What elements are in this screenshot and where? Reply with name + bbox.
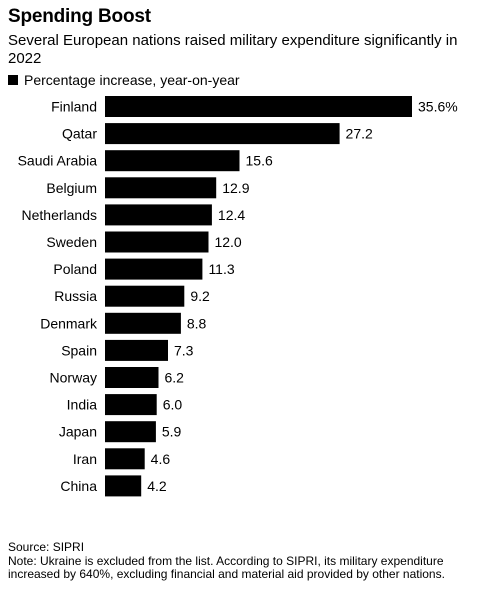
category-label-poland: Poland [53, 261, 97, 277]
category-label-japan: Japan [59, 424, 97, 440]
bar-iran [105, 448, 145, 470]
category-label-netherlands: Netherlands [22, 207, 98, 223]
category-label-spain: Spain [61, 342, 97, 358]
bar-netherlands [105, 204, 212, 226]
source-note: Source: SIPRI [8, 540, 85, 554]
value-label-china: 4.2 [147, 478, 167, 494]
bar-norway [105, 367, 159, 388]
bar-finland [105, 96, 412, 117]
category-label-saudi-arabia: Saudi Arabia [18, 153, 98, 169]
bar-japan [105, 421, 156, 443]
category-label-finland: Finland [51, 99, 97, 115]
category-label-russia: Russia [54, 288, 97, 304]
value-label-saudi-arabia: 15.6 [246, 153, 273, 169]
value-label-qatar: 27.2 [346, 126, 373, 142]
bar-saudi-arabia [105, 150, 240, 172]
category-label-belgium: Belgium [46, 180, 97, 196]
category-label-qatar: Qatar [62, 126, 97, 142]
bar-belgium [105, 177, 217, 199]
value-label-india: 6.0 [163, 397, 183, 413]
category-label-iran: Iran [73, 451, 97, 467]
bar-china [105, 475, 142, 497]
footnote: Note: Ukraine is excluded from the list.… [8, 553, 445, 581]
value-label-finland: 35.6% [418, 99, 458, 115]
value-label-spain: 7.3 [174, 342, 194, 358]
value-label-iran: 4.6 [151, 451, 171, 467]
bar-chart: Finland 35.6% Qatar 27.2 Saudi Arabia 15.6 Bel… [18, 96, 458, 497]
chart-subtitle: Several European nations raised military… [8, 32, 458, 67]
bar-russia [105, 285, 185, 307]
value-label-poland: 11.3 [208, 261, 234, 277]
bar-india [105, 394, 157, 416]
footer: Source: SIPRI Note: Ukraine is excluded … [8, 540, 496, 582]
legend: Percentage increase, year-on-year [8, 72, 240, 88]
category-label-china: China [60, 478, 97, 494]
bar-sweden [105, 231, 209, 253]
category-label-sweden: Sweden [46, 234, 97, 250]
legend-label: Percentage increase, year-on-year [24, 72, 240, 88]
category-label-norway: Norway [50, 370, 97, 386]
bar-poland [105, 258, 203, 280]
bar-spain [105, 339, 168, 361]
value-label-sweden: 12.0 [214, 234, 241, 250]
bar-denmark [105, 312, 181, 334]
value-label-denmark: 8.8 [187, 315, 207, 331]
value-label-russia: 9.2 [190, 288, 210, 304]
legend-swatch [8, 75, 18, 85]
value-label-norway: 6.2 [164, 370, 184, 386]
category-label-india: India [67, 397, 98, 413]
value-label-netherlands: 12.4 [218, 207, 245, 223]
value-label-belgium: 12.9 [222, 180, 249, 196]
bar-qatar [105, 123, 340, 145]
chart-title: Spending Boost [8, 6, 151, 27]
value-label-japan: 5.9 [162, 424, 182, 440]
category-label-denmark: Denmark [40, 315, 98, 331]
